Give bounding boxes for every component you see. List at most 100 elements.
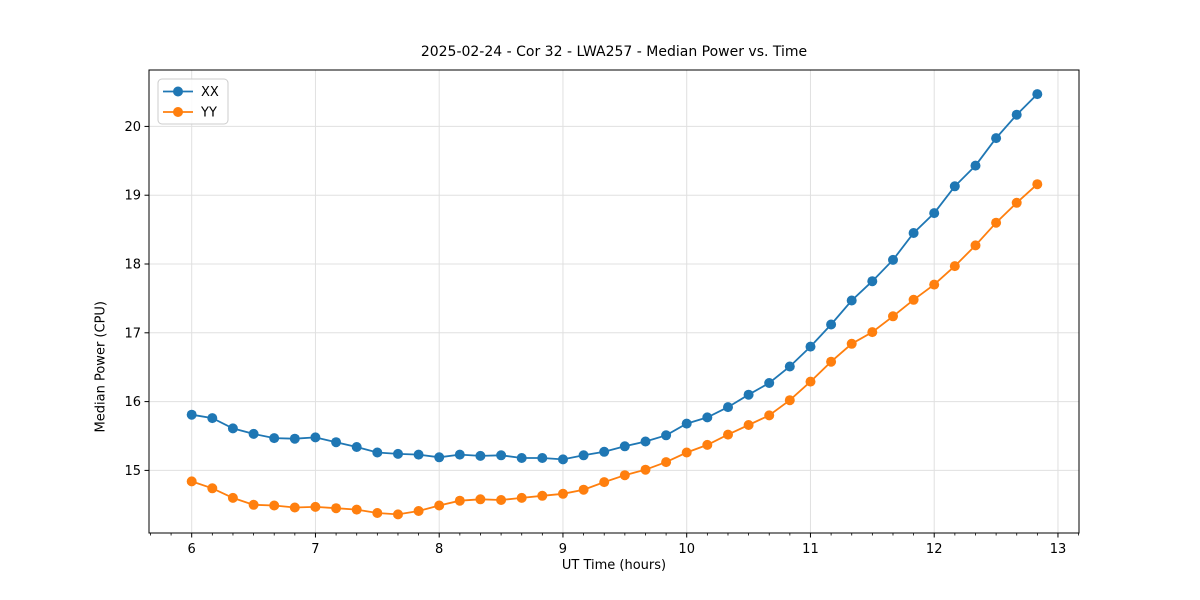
series-XX-marker: [949, 181, 960, 192]
series-YY-marker: [434, 500, 445, 511]
x-tick-label: 13: [1050, 542, 1067, 557]
series-YY-marker: [207, 483, 218, 494]
series-YY-marker: [248, 499, 259, 510]
series-YY-marker: [764, 410, 775, 421]
series-YY-marker: [929, 279, 940, 290]
series-YY-marker: [888, 311, 898, 322]
series-YY-marker: [805, 376, 816, 387]
series-YY-marker: [310, 501, 321, 512]
series-XX-marker: [454, 449, 465, 460]
series-XX-marker: [351, 442, 362, 452]
legend-item-XX: XX: [163, 85, 219, 100]
series-XX-marker: [537, 453, 548, 463]
series-XX-marker: [186, 409, 197, 420]
series-XX-marker: [846, 295, 857, 306]
series-YY-marker: [743, 420, 754, 430]
series-YY-marker: [1011, 197, 1022, 208]
series-XX-marker: [207, 413, 218, 424]
series-YY-marker: [578, 484, 589, 495]
series-XX-marker: [475, 450, 486, 461]
series-XX-marker: [723, 402, 733, 413]
series-XX-marker: [970, 160, 981, 171]
legend-marker-sample: [173, 107, 183, 117]
series-YY-marker: [970, 240, 981, 251]
series-YY-marker: [723, 429, 733, 440]
series-XX-marker: [661, 430, 672, 441]
y-axis-label-text: Median Power (CPU): [93, 301, 108, 433]
series-XX-marker: [331, 437, 342, 448]
series-YY-marker: [454, 495, 465, 506]
series-YY-marker: [846, 338, 857, 349]
y-tick-label: 19: [124, 189, 141, 204]
series-XX-marker: [496, 450, 507, 461]
x-tick-label: 6: [188, 542, 196, 557]
series-XX-marker: [619, 441, 630, 452]
x-tick-label: 12: [926, 542, 943, 557]
x-tick-label: 7: [311, 542, 319, 557]
series-XX-marker: [867, 276, 878, 287]
x-tick-label: 9: [559, 542, 567, 557]
series-YY-marker: [784, 395, 795, 406]
series-YY-marker: [949, 261, 960, 272]
x-axis: 6 7 8 9 10 11 12 13: [150, 533, 1080, 557]
series-XX-marker: [310, 432, 321, 443]
series-XX-marker: [599, 446, 610, 457]
series-YY-marker: [351, 504, 362, 515]
series-XX-marker: [413, 449, 424, 460]
y-axis: 15 16 17 18 19 20: [124, 120, 149, 479]
chart-title: 2025-02-24 - Cor 32 - LWA257 - Median Po…: [420, 44, 808, 60]
series-YY-marker: [702, 439, 713, 450]
series-YY-marker: [331, 503, 342, 514]
x-axis-label: UT Time (hours): [561, 558, 667, 573]
series-YY-marker: [475, 494, 486, 505]
series-XX: [186, 89, 1043, 465]
series-XX-marker: [888, 254, 898, 265]
series-YY-marker: [558, 488, 568, 499]
series-XX-marker: [1011, 109, 1022, 120]
series-XX-marker: [248, 428, 259, 439]
legend-label: XX: [201, 85, 219, 100]
x-tick-label: 8: [435, 542, 443, 557]
series-XX-marker: [784, 361, 795, 372]
series-XX-marker: [991, 133, 1002, 144]
y-tick-label: 18: [124, 258, 141, 273]
series-XX-marker: [1032, 89, 1043, 100]
legend-marker-sample: [173, 86, 183, 97]
series-XX-marker: [908, 228, 919, 238]
y-tick-label: 17: [124, 326, 141, 341]
series-XX-marker: [393, 448, 403, 459]
series-XX-marker: [702, 412, 713, 423]
series-YY-marker: [372, 508, 383, 518]
series-YY-marker: [599, 477, 610, 488]
legend-label: YY: [200, 106, 217, 121]
series-XX-marker: [826, 319, 837, 330]
y-tick-label: 16: [124, 395, 141, 410]
x-tick-label: 11: [802, 542, 819, 557]
series-YY-marker: [289, 502, 300, 513]
y-tick-label: 20: [124, 120, 141, 135]
series-XX-marker: [558, 454, 568, 465]
series-XX-marker: [269, 433, 280, 444]
series-YY-marker: [908, 294, 919, 305]
x-tick-label: 10: [678, 542, 695, 557]
series-YY-marker: [496, 495, 507, 505]
grid: [149, 70, 1079, 533]
series-XX-marker: [516, 453, 527, 463]
series-YY-marker: [186, 476, 197, 487]
series-XX-marker: [227, 423, 238, 434]
series-YY-marker: [413, 506, 424, 516]
series-YY: [186, 179, 1043, 520]
series-XX-marker: [743, 389, 754, 400]
series-YY-marker: [619, 470, 630, 481]
series-YY-marker: [393, 509, 403, 520]
series-XX-marker: [578, 450, 589, 461]
legend: XX YY: [157, 78, 229, 125]
series-YY-marker: [227, 492, 238, 503]
legend-item-YY: YY: [163, 106, 217, 121]
series-XX-marker: [640, 436, 651, 447]
series-YY-marker: [640, 464, 651, 475]
series-YY-marker: [537, 490, 548, 501]
series-XX-marker: [764, 378, 775, 388]
